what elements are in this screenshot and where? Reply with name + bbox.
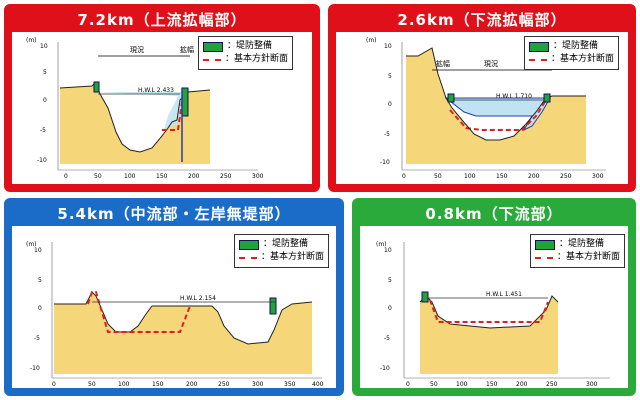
svg-text:-10: -10 [37,157,47,164]
panel-title: 7.2km（上流拡幅部） [12,10,312,32]
svg-text:50: 50 [94,173,102,180]
svg-text:-5: -5 [384,335,390,342]
svg-text:拡幅: 拡幅 [436,59,450,68]
svg-text:100: 100 [124,173,136,180]
legend: ：堤防整備 ：基本方針断面 [234,234,330,268]
legend: ：堤防整備 ：基本方針断面 [198,36,294,70]
panel-2-6km: 2.6km（下流拡幅部） H.W.L 1.710 拡幅 現況 拡幅 (m) 10… [328,4,636,192]
svg-text:-10: -10 [380,365,390,372]
panel-title: 2.6km（下流拡幅部） [336,10,628,32]
svg-text:350: 350 [284,381,296,388]
svg-text:400: 400 [312,381,324,388]
legend: ：堤防整備 ：基本方針断面 [530,234,626,268]
svg-text:250: 250 [220,173,232,180]
svg-text:250: 250 [218,381,230,388]
svg-text:300: 300 [592,173,604,180]
panel-5-4km: 5.4km（中流部・左岸無堤部） H.W.L 2.154 (m) 10 5 0 … [4,198,344,396]
svg-text:300: 300 [252,173,264,180]
svg-text:0: 0 [406,381,410,388]
svg-text:10: 10 [384,247,392,254]
svg-text:50: 50 [430,381,438,388]
svg-text:200: 200 [186,381,198,388]
svg-text:0: 0 [64,173,68,180]
hwl-label: H.W.L 2.154 [180,295,216,302]
svg-text:200: 200 [188,173,200,180]
svg-text:(m): (m) [366,37,377,44]
svg-text:200: 200 [516,381,528,388]
svg-text:100: 100 [464,173,476,180]
svg-text:250: 250 [560,173,572,180]
tag-widen: 拡幅 [180,45,194,54]
svg-text:5: 5 [43,69,47,76]
legend-embankment-swatch [203,41,223,52]
legend-basic-swatch [203,58,221,61]
y-unit: (m) [26,37,37,44]
hwl-label: H.W.L 1.451 [486,291,522,298]
svg-text:5: 5 [388,73,392,80]
hwl-label: H.W.L 1.710 [496,93,532,100]
svg-text:50: 50 [88,381,96,388]
tag-existing: 現況 [130,45,144,54]
svg-text:-5: -5 [384,131,390,138]
svg-text:150: 150 [496,173,508,180]
svg-text:150: 150 [152,381,164,388]
cross-section-chart: H.W.L 2.433 現況 拡幅 (m) 10 5 0 -5 -10 0 50… [26,37,264,180]
svg-text:0: 0 [402,173,406,180]
svg-text:-5: -5 [40,127,46,134]
svg-text:100: 100 [456,381,468,388]
svg-text:10: 10 [384,43,392,50]
svg-text:100: 100 [118,381,130,388]
svg-text:(m): (m) [26,241,37,248]
svg-text:300: 300 [252,381,264,388]
svg-text:現況: 現況 [484,59,498,68]
svg-text:5: 5 [388,277,392,284]
svg-text:0: 0 [388,101,392,108]
cross-section-chart: H.W.L 2.154 (m) 10 5 0 -5 -10 0 50 100 1… [26,241,324,388]
legend: ：堤防整備 ：基本方針断面 [524,36,620,70]
svg-text:150: 150 [486,381,498,388]
svg-text:-10: -10 [380,159,390,166]
svg-text:-10: -10 [30,365,40,372]
svg-text:300: 300 [586,381,598,388]
svg-text:5: 5 [38,277,42,284]
cross-section-chart: H.W.L 1.451 (m) 10 5 0 -5 -10 0 50 100 1… [376,241,610,388]
svg-text:0: 0 [38,305,42,312]
svg-text:10: 10 [34,247,42,254]
svg-text:-5: -5 [34,335,40,342]
svg-text:150: 150 [156,173,168,180]
svg-text:10: 10 [40,43,48,50]
hwl-label: H.W.L 2.433 [138,87,174,94]
svg-text:50: 50 [434,173,442,180]
cross-section-chart: H.W.L 1.710 拡幅 現況 拡幅 (m) 10 5 0 -5 -10 0… [366,37,606,180]
svg-text:0: 0 [52,381,56,388]
svg-text:(m): (m) [376,241,387,248]
svg-text:200: 200 [528,173,540,180]
svg-text:250: 250 [546,381,558,388]
svg-text:0: 0 [43,97,47,104]
panel-title: 0.8km（下流部） [360,204,628,226]
panel-0-8km: 0.8km（下流部） H.W.L 1.451 (m) 10 5 0 -5 -10… [352,198,636,396]
panel-7-2km: 7.2km（上流拡幅部） H.W.L 2.433 現況 拡幅 (m) 10 5 … [4,4,320,192]
panel-title: 5.4km（中流部・左岸無堤部） [12,204,336,226]
svg-text:0: 0 [388,305,392,312]
